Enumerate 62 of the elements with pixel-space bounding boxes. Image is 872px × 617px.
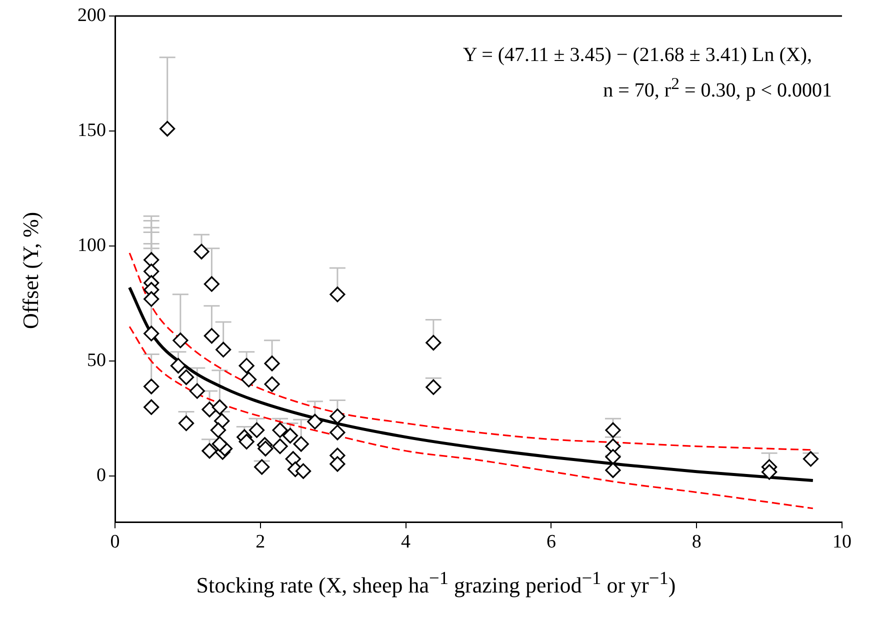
point bbox=[178, 369, 194, 386]
point bbox=[172, 332, 188, 348]
point bbox=[170, 358, 186, 374]
point bbox=[605, 462, 621, 478]
point bbox=[426, 379, 442, 395]
point bbox=[144, 399, 160, 415]
point bbox=[238, 358, 254, 374]
point bbox=[254, 459, 270, 475]
point bbox=[330, 456, 346, 472]
point bbox=[238, 434, 254, 450]
point bbox=[202, 402, 218, 418]
point bbox=[248, 422, 265, 438]
line-series bbox=[128, 326, 814, 510]
y-tick-label: 0 bbox=[96, 465, 106, 486]
point bbox=[204, 276, 220, 292]
point bbox=[212, 399, 228, 415]
point bbox=[258, 440, 274, 456]
point bbox=[272, 422, 288, 438]
point bbox=[293, 436, 309, 452]
x-tick-label: 4 bbox=[401, 532, 412, 553]
y-tick-label: 200 bbox=[78, 4, 106, 26]
point bbox=[240, 372, 257, 388]
point bbox=[762, 464, 778, 480]
x-tick-label: 6 bbox=[546, 532, 556, 553]
x-tick-label: 0 bbox=[110, 532, 120, 553]
x-axis-title: Stocking rate (X, sheep ha$^{−1}$ grazing period$^{−1}$ or yr$^{−1}$) bbox=[195, 568, 677, 598]
y-tick-label: 150 bbox=[78, 120, 106, 142]
point bbox=[216, 342, 232, 358]
point bbox=[160, 120, 176, 137]
point bbox=[802, 451, 819, 467]
point bbox=[330, 424, 346, 440]
point bbox=[202, 443, 218, 459]
point bbox=[189, 383, 205, 399]
point bbox=[282, 428, 298, 444]
point bbox=[194, 244, 210, 260]
y-tick-label: 100 bbox=[78, 235, 106, 256]
point bbox=[212, 436, 228, 452]
x-tick-label: 10 bbox=[832, 532, 852, 553]
point bbox=[330, 286, 346, 302]
y-tick-label: 50 bbox=[87, 350, 106, 372]
point bbox=[330, 408, 346, 424]
point bbox=[144, 326, 160, 342]
annotation: Y = (47.11 ± 3.45) − (21.68 ± 3.41) Ln (X), bbox=[462, 44, 812, 67]
annotation: n = 70, r$^{2}$ = 0.30, p < 0.0001 bbox=[603, 74, 832, 103]
point bbox=[144, 291, 160, 307]
point bbox=[426, 334, 442, 351]
point bbox=[144, 264, 160, 280]
point bbox=[272, 438, 288, 454]
point bbox=[210, 422, 226, 438]
point bbox=[178, 415, 194, 432]
x-tick-label: 8 bbox=[692, 532, 702, 553]
point bbox=[605, 422, 621, 438]
point bbox=[264, 356, 280, 372]
y-axis-title: Offset (Y, %) bbox=[18, 211, 44, 328]
line-series bbox=[128, 286, 814, 482]
point bbox=[144, 252, 160, 268]
x-tick-label: 2 bbox=[256, 532, 266, 553]
point bbox=[295, 463, 312, 479]
point bbox=[264, 376, 280, 392]
point bbox=[204, 328, 220, 344]
point bbox=[144, 378, 160, 394]
point bbox=[307, 414, 323, 430]
